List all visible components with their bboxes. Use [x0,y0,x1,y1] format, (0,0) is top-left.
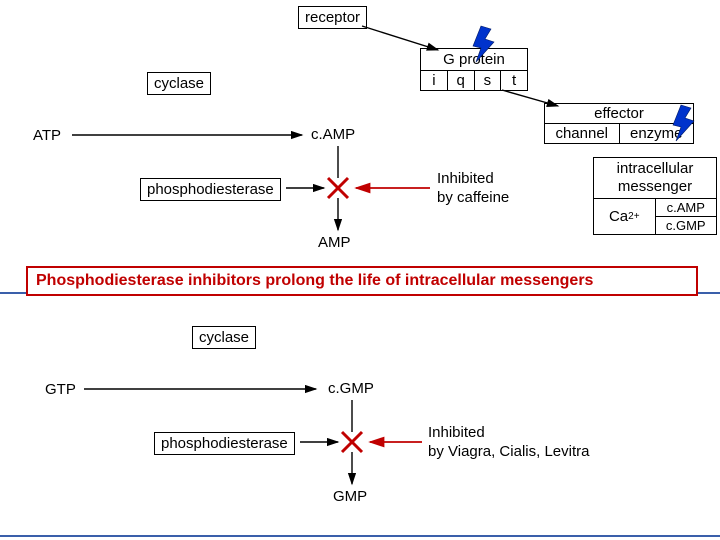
diagram-arrows [0,0,720,540]
